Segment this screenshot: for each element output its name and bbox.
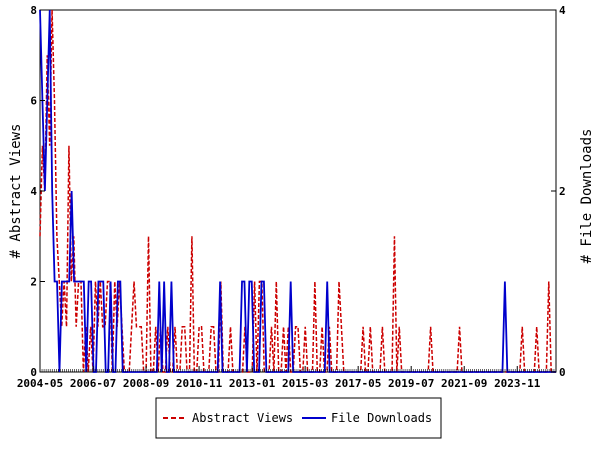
left-tick-label: 4 <box>30 185 37 198</box>
x-tick-label: 2017-05 <box>335 377 381 390</box>
x-axis-ticks: 2004-05 2006-07 2008-09 2010-11 2013-01 2015-… <box>17 366 557 390</box>
left-axis-title: # Abstract Views <box>8 124 24 259</box>
right-axis-title: # File Downloads <box>579 129 595 264</box>
left-tick-label: 8 <box>30 4 37 17</box>
left-tick-label: 6 <box>30 95 37 108</box>
left-axis-ticks: 0 2 4 6 8 <box>30 4 45 379</box>
right-tick-label: 2 <box>559 185 566 198</box>
legend-label-file-downloads: File Downloads <box>331 411 432 425</box>
x-tick-label: 2006-07 <box>70 377 116 390</box>
file-downloads-series-line <box>39 9 556 373</box>
right-tick-label: 0 <box>559 366 566 379</box>
x-tick-label: 2015-03 <box>282 377 328 390</box>
x-tick-label: 2010-11 <box>176 377 223 390</box>
x-tick-label: 2023-11 <box>494 377 541 390</box>
left-tick-label: 0 <box>30 366 37 379</box>
series-layer <box>39 9 556 373</box>
x-tick-label: 2013-01 <box>229 377 276 390</box>
right-tick-label: 4 <box>559 4 566 17</box>
plot-area <box>39 9 557 373</box>
right-axis-ticks: 0 2 4 <box>551 4 566 379</box>
x-tick-label: 2021-09 <box>441 377 487 390</box>
x-tick-label: 2004-05 <box>17 377 63 390</box>
legend-label-abstract-views: Abstract Views <box>192 411 293 425</box>
x-tick-label: 2008-09 <box>123 377 169 390</box>
legend-box <box>155 397 442 439</box>
left-tick-label: 2 <box>30 276 37 289</box>
x-tick-label: 2019-07 <box>388 377 434 390</box>
legend: Abstract Views File Downloads <box>155 397 442 439</box>
